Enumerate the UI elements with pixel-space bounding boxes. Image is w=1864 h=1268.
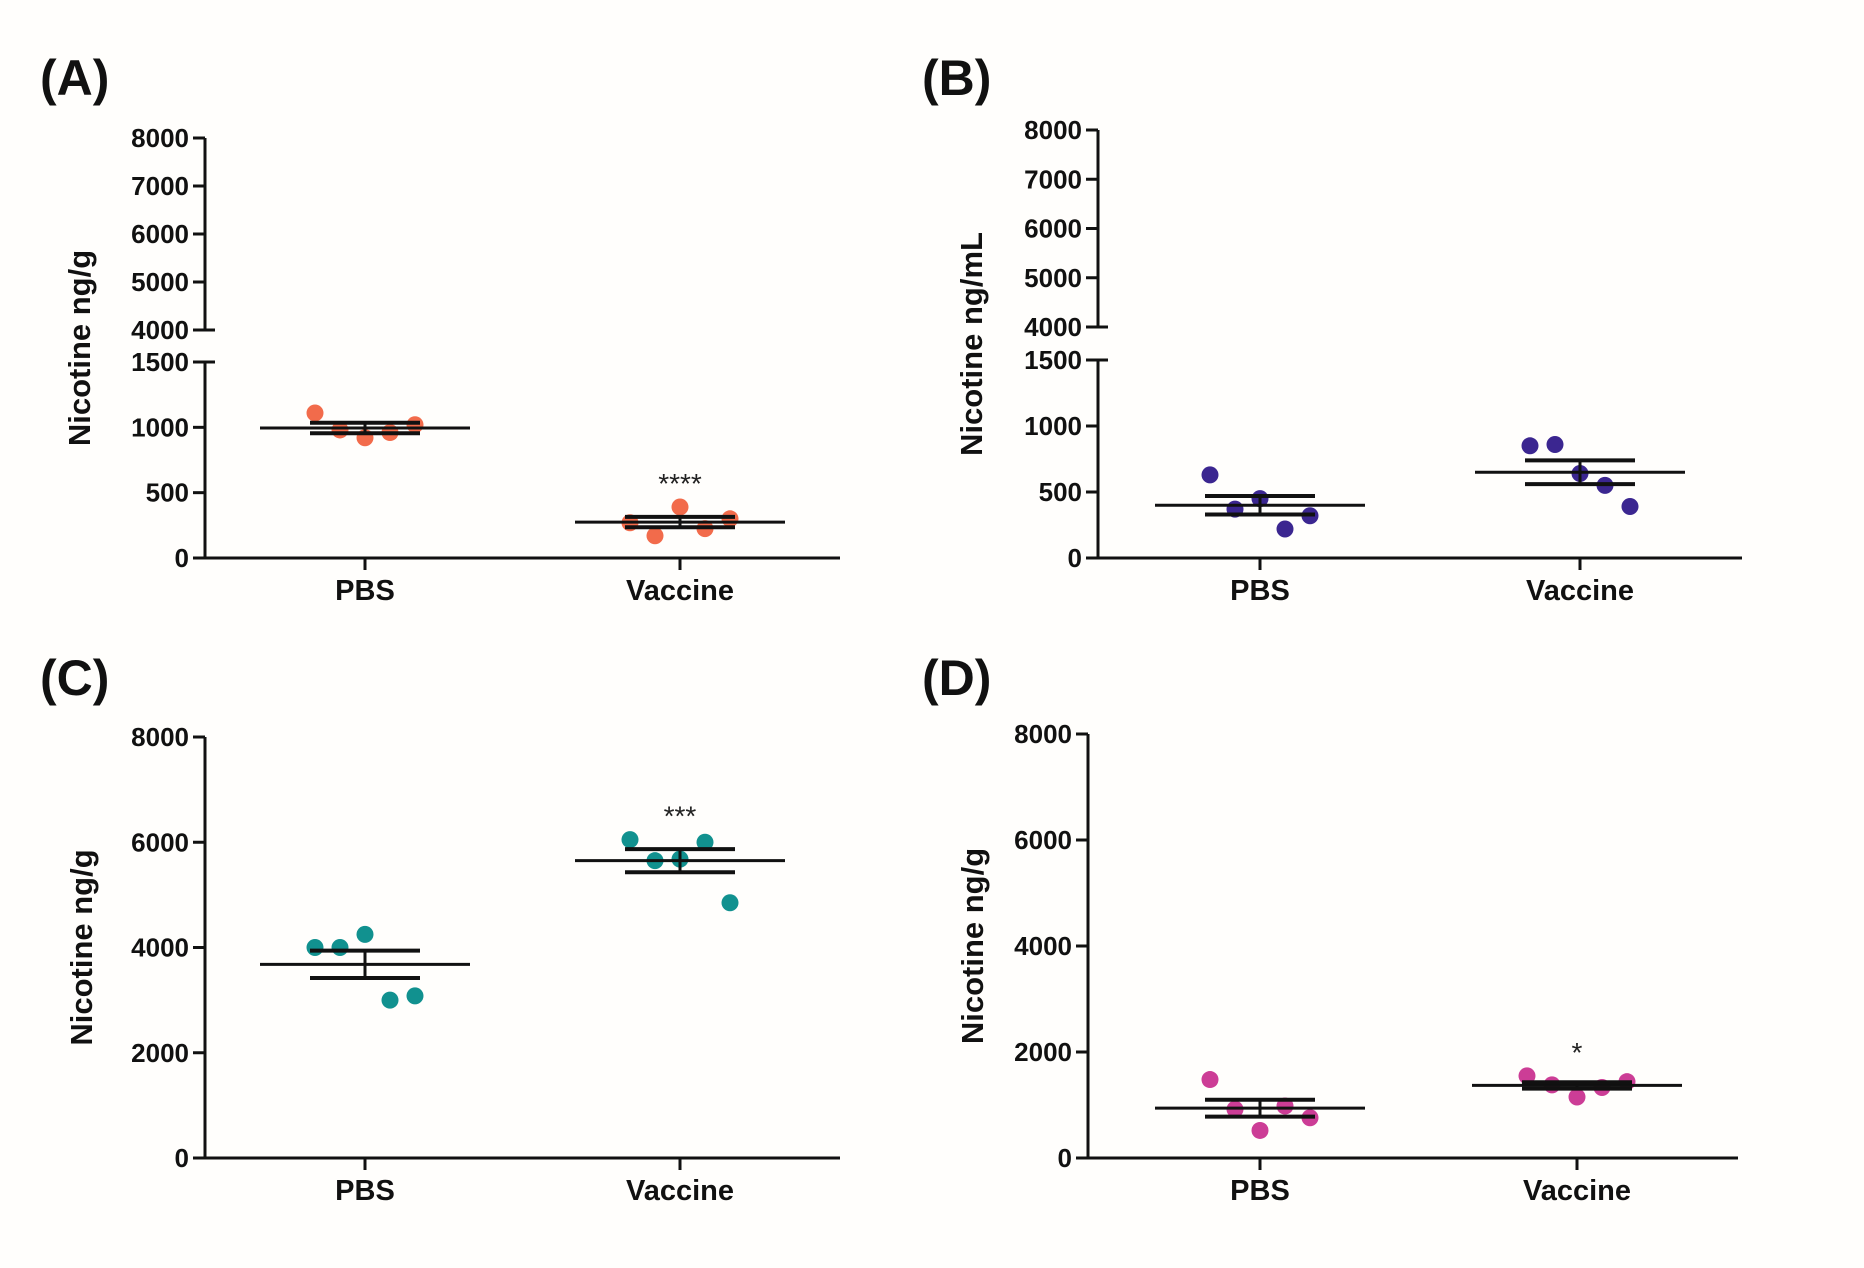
panel-b-ytick-label: 4000: [1024, 312, 1082, 342]
panel-b-ytick-label: 1500: [1024, 345, 1082, 375]
panel-d-data-point: [1518, 1067, 1536, 1085]
panel-a-ylabel: Nicotine ng/g: [62, 250, 97, 446]
panel-d-ytick-label: 8000: [1014, 719, 1072, 749]
panel-b-ylabel: Nicotine ng/mL: [954, 232, 989, 456]
panel-a-data-point: [646, 527, 664, 545]
panel-a-data-point: [306, 404, 324, 422]
panel-a-label: (A): [40, 50, 109, 106]
panel-b-ytick-label: 5000: [1024, 263, 1082, 293]
panel-b-data-point: [1276, 520, 1294, 538]
panel-d-category-label: Vaccine: [1523, 1175, 1631, 1207]
panel-c-data-point: [331, 939, 349, 956]
panel-d-data-point: [1568, 1088, 1586, 1106]
panel-a-ytick-label: 500: [146, 478, 189, 508]
panel-c-data-point: [721, 894, 739, 912]
panel-c-data-point: [381, 991, 399, 1009]
panel-b-ytick-label: 1000: [1024, 411, 1082, 441]
panel-c-significance-marker: ***: [664, 801, 697, 832]
panel-c-data-point: [306, 939, 324, 956]
panel-b-ytick-label: 8000: [1024, 115, 1082, 145]
panel-b-data-point: [1546, 435, 1564, 453]
panel-c-ytick-label: 6000: [131, 827, 189, 857]
panel-a-ytick-label: 8000: [131, 123, 189, 153]
panel-a-ytick-label: 1000: [131, 412, 189, 442]
panel-b-ytick-label: 0: [1068, 543, 1082, 573]
panel-a-ytick-label: 4000: [131, 315, 189, 345]
panel-d-ylabel: Nicotine ng/g: [955, 848, 990, 1044]
panel-c-data-point: [356, 925, 374, 943]
panel-d-significance-marker: *: [1572, 1037, 1583, 1068]
panel-a-ytick-label: 5000: [131, 267, 189, 297]
panel-c-data-point: [696, 833, 714, 851]
panel-a-ytick-label: 7000: [131, 171, 189, 201]
panel-a-ytick-label: 6000: [131, 219, 189, 249]
panel-d-data-point: [1251, 1121, 1269, 1139]
panel-d: (D) Nicotine ng/g 0 2000 4000 6000 8000 PBS Vacc…: [922, 650, 1738, 1207]
panel-a-ytick-label: 0: [175, 543, 189, 573]
panel-d-ytick-label: 2000: [1014, 1037, 1072, 1067]
panel-b-ytick-label: 6000: [1024, 214, 1082, 244]
panel-c-ytick-label: 4000: [131, 933, 189, 963]
panel-b-label: (B): [922, 50, 991, 106]
panel-c-label: (C): [40, 650, 109, 706]
panel-a-ytick-label: 1500: [131, 347, 189, 377]
panel-a-category-label: Vaccine: [626, 575, 734, 607]
panel-c-ylabel: Nicotine ng/g: [64, 849, 99, 1045]
panel-c-ytick-label: 8000: [131, 722, 189, 752]
panel-d-ytick-label: 0: [1058, 1143, 1072, 1173]
panel-d-ytick-label: 4000: [1014, 931, 1072, 961]
panel-b-category-label: Vaccine: [1526, 575, 1634, 607]
panel-d-ytick-label: 6000: [1014, 825, 1072, 855]
panel-b-ytick-label: 7000: [1024, 164, 1082, 194]
panel-c-category-label: PBS: [335, 1175, 395, 1207]
panel-c-ytick-label: 2000: [131, 1038, 189, 1068]
panel-b-data-point: [1621, 498, 1639, 516]
panel-c: (C) Nicotine ng/g 0 2000 4000 6000 8000 PBS Vacc…: [40, 650, 840, 1207]
panel-c-data-point: [406, 987, 424, 1005]
panel-c-data-point: [621, 831, 639, 849]
panel-b-category-label: PBS: [1230, 575, 1290, 607]
panel-d-category-label: PBS: [1230, 1175, 1290, 1207]
panel-b-ytick-label: 500: [1039, 477, 1082, 507]
panel-b-data-point: [1201, 466, 1219, 484]
panel-d-label: (D): [922, 650, 991, 706]
panel-a-data-point: [671, 498, 689, 516]
panel-d-data-point: [1276, 1097, 1294, 1115]
panel-c-ytick-label: 0: [175, 1143, 189, 1173]
panel-c-category-label: Vaccine: [626, 1175, 734, 1207]
panel-a-significance-marker: ****: [658, 468, 702, 499]
panel-b-data-point: [1521, 437, 1539, 455]
panel-d-data-point: [1201, 1071, 1219, 1089]
panel-a-category-label: PBS: [335, 575, 395, 607]
